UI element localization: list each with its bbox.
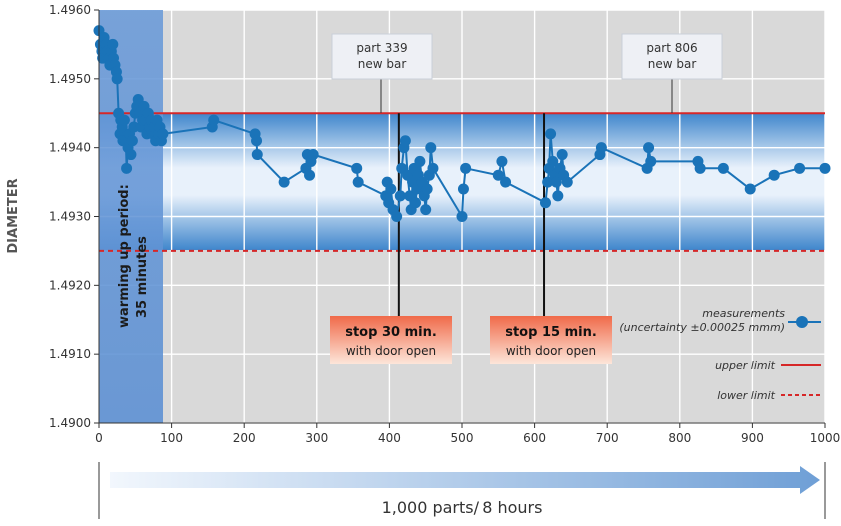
legend: measurements (uncertainty ±0.00025 mmm) … xyxy=(619,307,821,402)
x-tick-label: 600 xyxy=(523,431,546,445)
x-axis-ticks: 0 100 200 300 400 500 600 700 800 900 1000 xyxy=(95,423,840,445)
measurement-point xyxy=(545,128,557,140)
measurement-point xyxy=(492,169,504,181)
measurement-point xyxy=(645,155,657,167)
measurement-point xyxy=(251,149,263,161)
measurement-point xyxy=(307,149,319,161)
x-axis-caption: 1,000 parts/ 8 hours xyxy=(382,498,543,517)
warmup-label-line2: 35 minutes xyxy=(135,236,150,318)
x-tick-label: 900 xyxy=(741,431,764,445)
measurement-point xyxy=(643,142,655,154)
legend-measurements-line2: (uncertainty ±0.00025 mmm) xyxy=(619,321,785,334)
x-tick-label: 800 xyxy=(668,431,691,445)
measurement-points xyxy=(93,25,831,222)
measurement-point xyxy=(456,211,468,222)
legend-measurements-line1: measurements xyxy=(702,307,785,320)
y-tick-label: 1.4920 xyxy=(49,278,91,292)
measurement-point xyxy=(547,155,559,167)
measurement-point xyxy=(125,149,137,161)
measurement-point xyxy=(819,162,831,174)
y-tick-label: 1.4910 xyxy=(49,347,91,361)
x-tick-label: 1000 xyxy=(810,431,841,445)
stop2-line2: with door open xyxy=(506,344,596,358)
measurement-point xyxy=(694,162,706,174)
measurement-point xyxy=(768,169,780,181)
measurement-point xyxy=(794,162,806,174)
measurement-point xyxy=(496,155,508,167)
measurement-point xyxy=(121,162,133,174)
measurement-point xyxy=(391,211,403,222)
bar1-box xyxy=(331,33,433,80)
measurement-point xyxy=(118,114,130,126)
measurement-point xyxy=(744,183,756,195)
measurement-point xyxy=(421,183,433,195)
bar1-line2: new bar xyxy=(358,57,407,71)
y-tick-label: 1.4930 xyxy=(49,210,91,224)
measurement-point xyxy=(399,135,411,147)
y-axis-ticks: 1.4900 1.4910 1.4920 1.4930 1.4940 1.4950 1.49… xyxy=(49,3,99,430)
x-tick-label: 0 xyxy=(95,431,103,445)
measurement-point xyxy=(556,149,568,161)
y-axis-label: DIAMETER xyxy=(6,178,21,253)
bar2-line2: new bar xyxy=(648,57,697,71)
measurement-point xyxy=(542,176,554,188)
measurement-point xyxy=(425,142,437,154)
measurement-point xyxy=(427,162,439,174)
bar1-line1: part 339 xyxy=(356,41,407,55)
x-tick-label: 200 xyxy=(233,431,256,445)
stop1-box xyxy=(330,316,452,364)
measurement-point xyxy=(157,128,169,140)
warmup-label-line1: warming up period: xyxy=(117,184,132,328)
bar2-line1: part 806 xyxy=(646,41,697,55)
measurement-point xyxy=(717,162,729,174)
measurement-point xyxy=(394,190,406,202)
x-tick-label: 400 xyxy=(378,431,401,445)
measurement-point xyxy=(500,176,512,188)
bar2-box xyxy=(621,33,723,80)
measurement-point xyxy=(410,197,422,209)
measurement-point xyxy=(352,176,364,188)
warmup-region xyxy=(99,10,163,423)
y-tick-label: 1.4940 xyxy=(49,141,91,155)
measurement-point xyxy=(539,197,551,209)
measurement-point xyxy=(552,190,564,202)
x-tick-label: 100 xyxy=(160,431,183,445)
measurement-point xyxy=(420,204,432,216)
stop2-line1: stop 15 min. xyxy=(505,325,597,340)
stop2-box xyxy=(490,316,612,364)
warmup-label: warming up period: 35 minutes xyxy=(117,184,150,328)
y-tick-label: 1.4900 xyxy=(49,416,91,430)
measurement-point xyxy=(351,162,363,174)
legend-lower: lower limit xyxy=(717,389,775,402)
measurement-point xyxy=(385,183,397,195)
progress-arrow xyxy=(110,466,820,494)
measurement-point xyxy=(561,176,573,188)
measurement-point xyxy=(304,169,316,181)
measurement-point xyxy=(414,155,426,167)
y-tick-label: 1.4950 xyxy=(49,72,91,86)
stop1-line2: with door open xyxy=(346,344,436,358)
measurement-point xyxy=(595,142,607,154)
measurement-point xyxy=(457,183,469,195)
measurement-point xyxy=(208,114,220,126)
x-tick-label: 500 xyxy=(451,431,474,445)
legend-upper: upper limit xyxy=(715,359,776,372)
measurement-point xyxy=(107,38,119,50)
measurement-point xyxy=(251,135,263,147)
measurement-point xyxy=(126,135,138,147)
x-tick-label: 700 xyxy=(596,431,619,445)
measurement-point xyxy=(550,176,562,188)
stop1-line1: stop 30 min. xyxy=(345,325,437,340)
legend-measurements-marker xyxy=(796,316,808,328)
measurement-point xyxy=(460,162,472,174)
measurement-point xyxy=(111,73,123,85)
y-tick-label: 1.4960 xyxy=(49,3,91,17)
measurement-point xyxy=(278,176,290,188)
x-tick-label: 300 xyxy=(305,431,328,445)
